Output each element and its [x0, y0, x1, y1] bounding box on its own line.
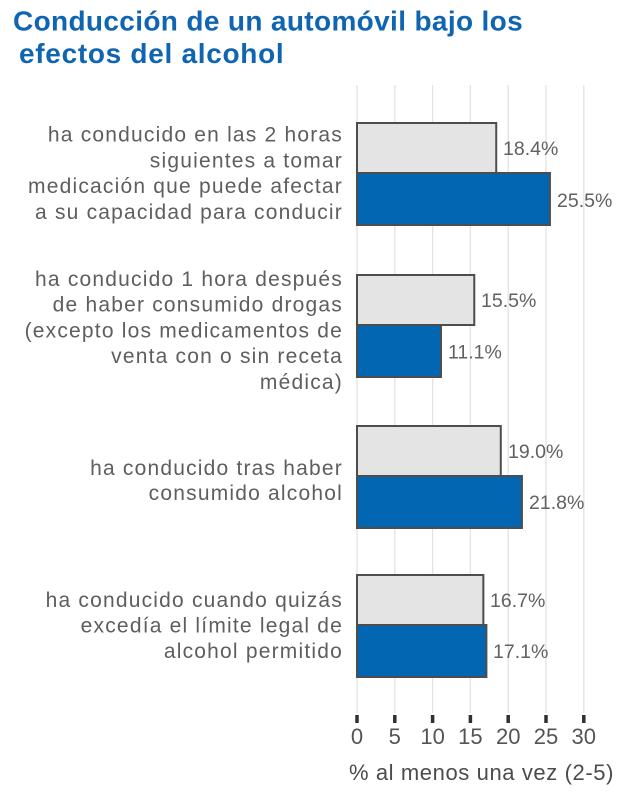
svg-text:0: 0 [351, 724, 363, 749]
svg-text:ha conducido tras haber: ha conducido tras haber [90, 457, 343, 480]
svg-text:25: 25 [534, 724, 558, 749]
svg-text:% al menos una vez (2-5): % al menos una vez (2-5) [349, 760, 614, 785]
svg-text:15.5%: 15.5% [481, 290, 536, 312]
svg-text:16.7%: 16.7% [490, 590, 545, 612]
svg-text:de haber consumido drogas: de haber consumido drogas [53, 294, 343, 317]
svg-text:ha conducido en las 2 horas: ha conducido en las 2 horas [48, 123, 343, 146]
svg-text:18.4%: 18.4% [503, 138, 558, 160]
svg-text:10: 10 [420, 724, 444, 749]
svg-text:Conducción de un automóvil baj: Conducción de un automóvil bajo los [13, 6, 523, 37]
svg-text:ha conducido cuando quizás: ha conducido cuando quizás [46, 589, 343, 612]
svg-text:medicación que puede afectar: medicación que puede afectar [28, 175, 343, 198]
svg-text:excedía el límite legal de: excedía el límite legal de [81, 615, 343, 638]
svg-text:siguientes a tomar: siguientes a tomar [150, 149, 343, 172]
svg-text:20: 20 [496, 724, 520, 749]
svg-text:a su capacidad para conducir: a su capacidad para conducir [35, 201, 343, 224]
svg-text:15: 15 [458, 724, 482, 749]
svg-text:5: 5 [389, 724, 401, 749]
svg-text:consumido alcohol: consumido alcohol [149, 482, 343, 505]
svg-text:11.1%: 11.1% [448, 342, 502, 364]
svg-text:efectos del alcohol: efectos del alcohol [19, 38, 284, 69]
svg-text:alcohol permitido: alcohol permitido [164, 640, 343, 663]
svg-text:30: 30 [572, 724, 596, 749]
svg-text:médica): médica) [260, 371, 343, 394]
svg-text:venta con o sin receta: venta con o sin receta [111, 345, 343, 368]
svg-text:21.8%: 21.8% [529, 492, 584, 514]
svg-text:17.1%: 17.1% [493, 641, 548, 663]
svg-text:19.0%: 19.0% [508, 441, 563, 463]
svg-text:ha conducido 1 hora después: ha conducido 1 hora después [35, 268, 343, 291]
svg-text:(excepto los medicamentos de: (excepto los medicamentos de [25, 319, 343, 342]
svg-text:25.5%: 25.5% [557, 190, 612, 212]
